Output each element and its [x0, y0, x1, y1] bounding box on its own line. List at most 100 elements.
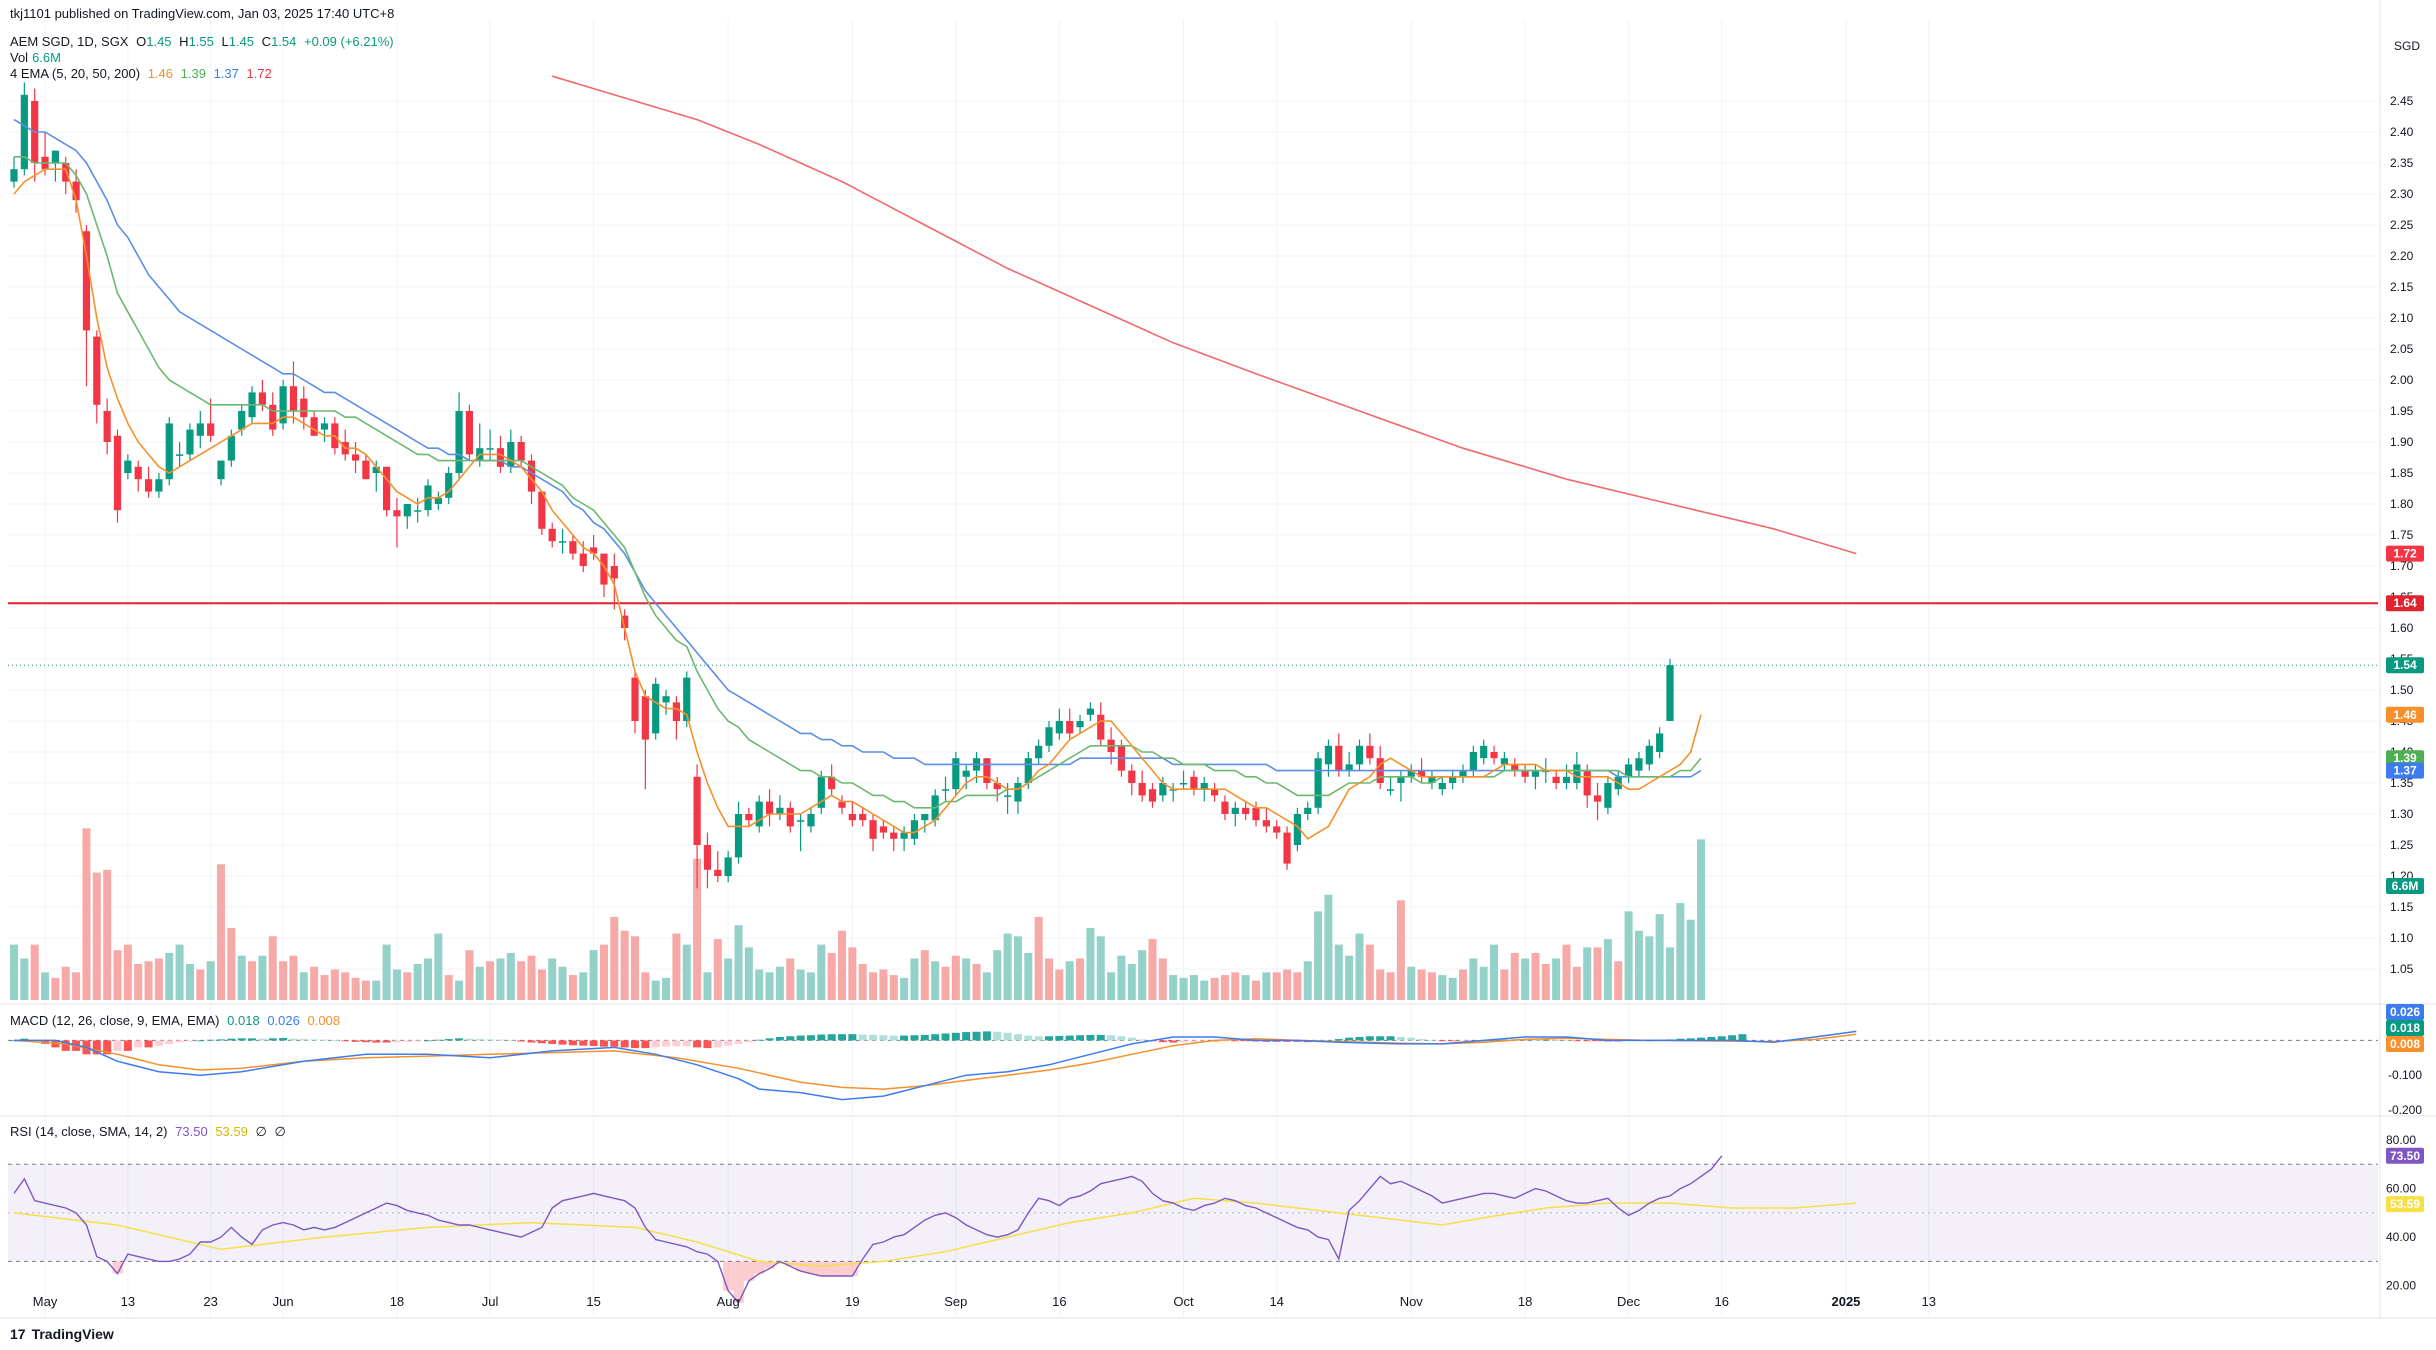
volume-bar [1572, 966, 1581, 1000]
candle-body [1407, 770, 1415, 777]
volume-bar [920, 950, 929, 1000]
volume-label[interactable]: Vol [10, 50, 29, 65]
candle-body [600, 553, 608, 585]
symbol-name[interactable]: AEM SGD, 1D, SGX [10, 34, 129, 49]
macd-hist-bar [610, 1040, 619, 1047]
candle-body [403, 504, 411, 517]
volume-bar [185, 964, 194, 1000]
volume-bar [1645, 936, 1654, 1000]
macd-hist-bar [1697, 1037, 1706, 1041]
candle-body [993, 783, 1001, 790]
macd-hist-bar [1024, 1035, 1033, 1041]
macd-hist-bar [1376, 1036, 1385, 1041]
macd-tag-text: 0.026 [2390, 1005, 2420, 1019]
volume-bar [1500, 969, 1509, 1000]
ema50-value: 1.37 [213, 66, 239, 81]
volume-bar [1676, 903, 1685, 1000]
volume-bar [1541, 964, 1550, 1000]
brand-name: TradingView [31, 1326, 114, 1342]
candlestick-series [10, 82, 1674, 889]
candle-body [362, 460, 370, 480]
macd-hist-bar [662, 1040, 671, 1047]
rsi-tag-text: 53.59 [2390, 1197, 2420, 1211]
macd-hist-bar [631, 1040, 639, 1049]
candle-body [1004, 795, 1012, 797]
volume-bar [92, 872, 101, 1000]
macd-hist-bar [1531, 1039, 1540, 1041]
volume-bar [796, 969, 805, 1000]
volume-bar [103, 869, 112, 1000]
candle-body [289, 386, 298, 411]
high-value: 1.55 [188, 34, 214, 49]
volume-bar [382, 944, 391, 1000]
macd-hist-bar [713, 1040, 722, 1048]
macd-hist-bar [920, 1034, 929, 1041]
volume-bar [413, 964, 422, 1000]
candle-body [134, 466, 142, 480]
candle-body [983, 758, 991, 783]
candle-body [465, 411, 473, 455]
volume-bar [1479, 966, 1488, 1000]
candle-body [1283, 832, 1291, 864]
candle-body [227, 435, 235, 461]
candle-body [1345, 764, 1353, 771]
volume-bar [1117, 955, 1126, 1000]
candle-body [879, 826, 887, 833]
volume-bar [299, 972, 308, 1000]
time-tick-label: 18 [1518, 1294, 1532, 1309]
price-tag [2386, 595, 2424, 612]
time-tick-label: 13 [1922, 1294, 1936, 1309]
macd-hist-bar [1365, 1036, 1374, 1041]
volume-bar [982, 972, 991, 1000]
volume-bar [1169, 975, 1178, 1000]
open-label: O [136, 34, 147, 49]
macd-hist-bar [206, 1039, 215, 1041]
price-tag [2386, 706, 2424, 723]
macd-label[interactable]: MACD (12, 26, close, 9, EMA, EMA) [10, 1013, 220, 1028]
macd-hist-bar [537, 1040, 546, 1044]
candle-body [786, 807, 794, 827]
macd-hist-bar [806, 1035, 815, 1041]
price-tick-label: 1.95 [2390, 404, 2414, 418]
macd-hist-bar [1448, 1040, 1457, 1042]
macd-hist-bar [134, 1040, 143, 1048]
time-tick-label: Nov [1400, 1294, 1424, 1309]
candle-body [155, 479, 163, 492]
tradingview-footer[interactable]: 17 TradingView [10, 1326, 114, 1342]
macd-hist-bar [703, 1040, 712, 1049]
ema200-line [551, 75, 1857, 555]
volume-bar [1666, 947, 1674, 1000]
volume-bar [1086, 928, 1095, 1000]
ema-label[interactable]: 4 EMA (5, 20, 50, 200) [10, 66, 141, 81]
macd-hist-bar [103, 1040, 112, 1055]
volume-bar [1417, 969, 1426, 1000]
macd-hist-bar [330, 1040, 339, 1041]
volume-bar [1045, 958, 1053, 1000]
volume-bar [548, 958, 557, 1000]
rsi-tick-label: 20.00 [2386, 1279, 2416, 1293]
candle-body [1179, 783, 1188, 785]
rsi-tag [2386, 1196, 2424, 1213]
volume-bar [527, 955, 536, 1000]
rsi-oversold-fill [826, 1261, 838, 1276]
ema-legend: 4 EMA (5, 20, 50, 200) 1.46 1.39 1.37 1.… [10, 66, 276, 81]
macd-hist-bar [693, 1040, 702, 1048]
macd-hist-bar [258, 1038, 267, 1041]
rsi-label[interactable]: RSI (14, close, SMA, 14, 2) [10, 1124, 168, 1139]
candle-body [51, 150, 59, 163]
volume-bar [1252, 980, 1260, 1000]
price-tag-text: 1.64 [2393, 596, 2417, 610]
candle-body [1242, 807, 1250, 814]
macd-hist-bar [1562, 1040, 1571, 1042]
candle-body [590, 547, 598, 554]
volume-bar [641, 972, 650, 1000]
macd-line [14, 1030, 1857, 1101]
volume-bar [631, 936, 639, 1000]
volume-bar [424, 958, 432, 1000]
volume-bar [1179, 977, 1188, 1000]
price-tick-label: 2.00 [2390, 373, 2414, 387]
volume-bar [941, 966, 950, 1000]
candle-body [1128, 770, 1136, 783]
macd-hist-bar [755, 1039, 764, 1041]
candle-body [1355, 745, 1364, 765]
